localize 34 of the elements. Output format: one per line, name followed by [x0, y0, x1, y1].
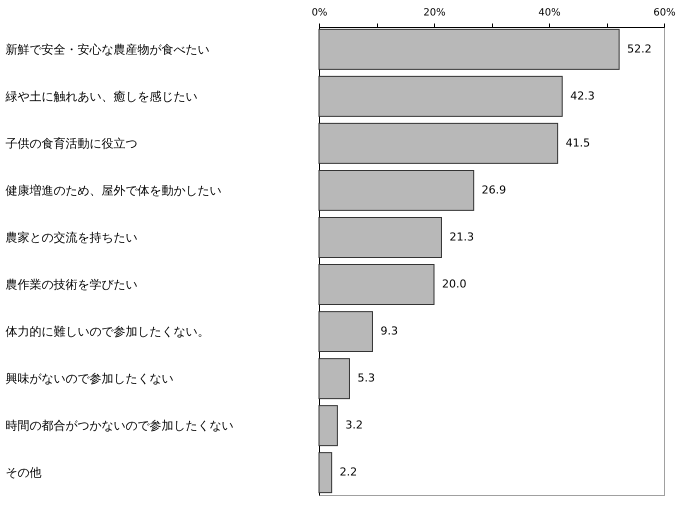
data-label: 52.2: [627, 42, 652, 56]
y-tick-label: その他: [6, 466, 42, 480]
data-label: 41.5: [566, 136, 590, 150]
x-tick-label: 0%: [312, 8, 328, 18]
data-label: 9.3: [380, 324, 398, 338]
x-tick-label: 40%: [538, 8, 561, 18]
y-tick-label: 子供の食育活動に役立つ: [6, 136, 138, 150]
bar: [318, 28, 620, 70]
bar: [318, 76, 563, 117]
y-tick-label: 農家との交流を持ちたい: [6, 230, 138, 244]
bar: [318, 122, 558, 164]
y-tick-label: 農作業の技術を学びたい: [6, 278, 138, 292]
bar: [318, 405, 338, 446]
data-label: 3.2: [345, 418, 363, 432]
y-tick-label: 健康増進のため、屋外で体を動かしたい: [6, 183, 222, 198]
y-tick-label: 新鮮で安全・安心な農産物が食べたい: [6, 42, 210, 56]
x-tick-label: 20%: [423, 8, 446, 18]
y-tick-label: 緑や土に触れあい、癒しを感じたい: [4, 89, 198, 104]
data-label: 2.2: [340, 466, 358, 479]
bar: [318, 311, 373, 352]
data-label: 5.3: [357, 372, 375, 385]
y-tick-label: 興味がないので参加したくない: [6, 372, 174, 386]
data-label: 42.3: [570, 89, 595, 102]
bar: [318, 452, 332, 494]
bar: [318, 170, 474, 211]
y-tick-label: 時間の都合がつかないので参加したくない: [6, 418, 234, 433]
x-tick-label: 60%: [653, 8, 676, 18]
y-tick-label: 体力的に難しいので参加したくない。: [6, 324, 210, 339]
bar: [318, 216, 442, 258]
data-label: 26.9: [482, 183, 506, 196]
data-label: 20.0: [442, 278, 466, 291]
data-label: 21.3: [449, 230, 474, 244]
bar: [318, 264, 434, 306]
bar: [318, 358, 350, 400]
